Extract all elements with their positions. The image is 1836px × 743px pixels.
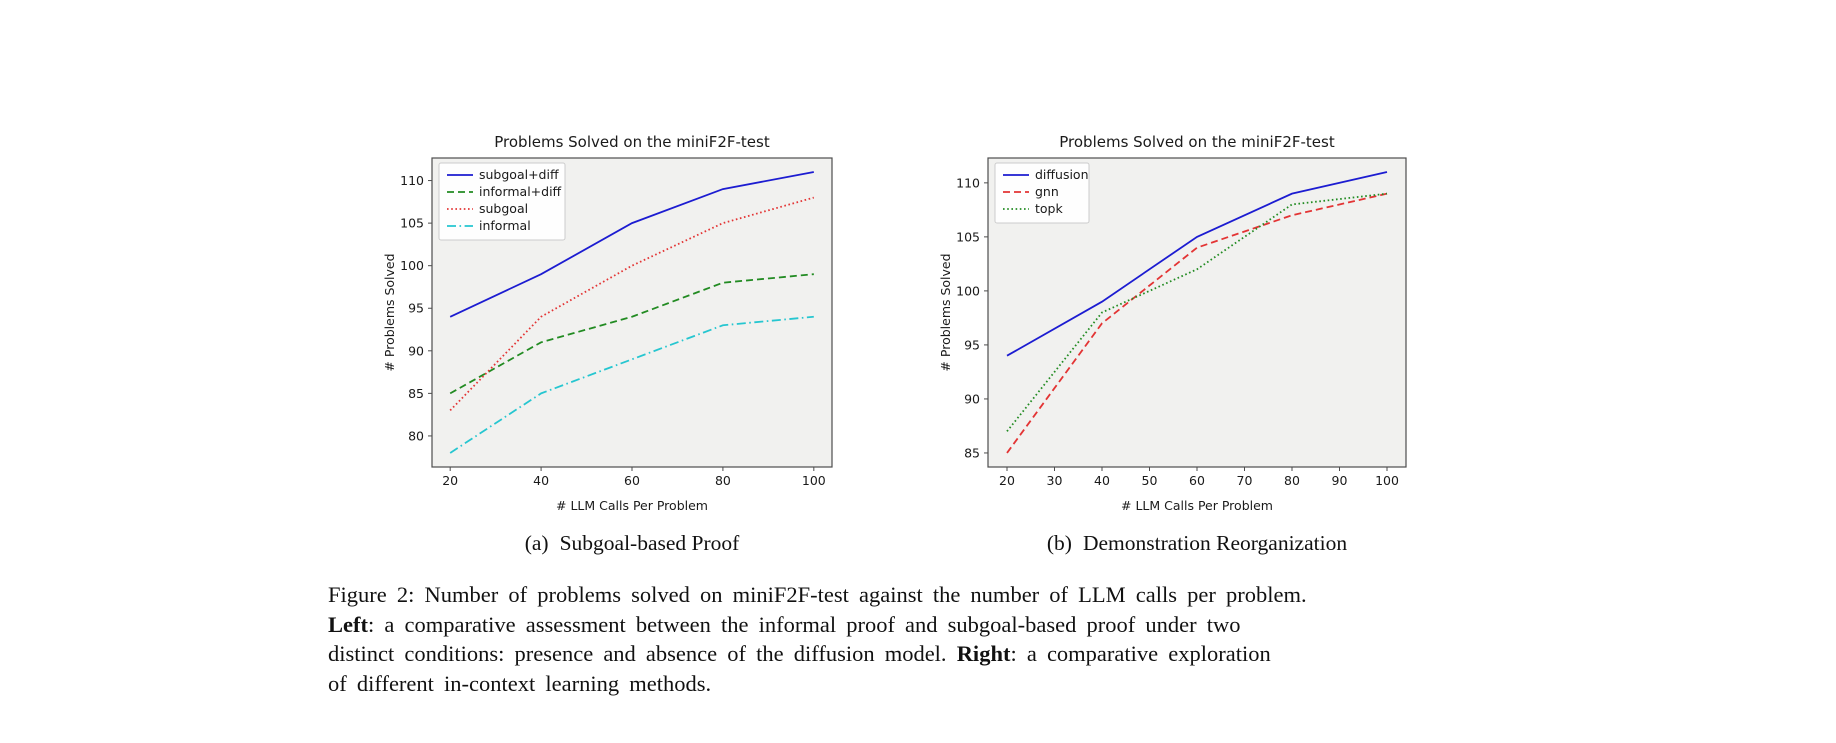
x-tick-label: 40 (1094, 473, 1110, 488)
y-axis-label: # Problems Solved (382, 253, 397, 371)
x-tick-label: 60 (624, 473, 640, 488)
y-tick-label: 100 (400, 258, 424, 273)
series-line-informal (449, 315, 814, 454)
x-tick-label: 80 (1284, 473, 1300, 488)
chart-b-canvas: 20 30 40 50 60 70 80 90 100 85 90 95 100 105 110 Proble… (938, 133, 1407, 513)
legend-label: subgoal (479, 201, 528, 216)
caption-line: Left: a comparative assessment between t… (328, 610, 1578, 640)
caption-segment: of different in-context learning methods… (328, 670, 712, 696)
chart-title: Problems Solved on the miniF2F-test (494, 133, 770, 151)
legend-label: topk (1035, 201, 1063, 216)
legend-label: diffusion (1035, 167, 1089, 182)
subcaption-a-label: (a) (524, 531, 549, 555)
caption-line: Figure 2: Number of problems solved on m… (328, 580, 1578, 610)
y-tick-label: 85 (408, 386, 424, 401)
legend-box (994, 162, 1090, 224)
subcaption-b: (b) Demonstration Reorganization (988, 531, 1406, 556)
legend-label: gnn (1035, 184, 1059, 199)
legend-label: subgoal+diff (479, 167, 559, 182)
caption-segment: : a comparative assessment between the i… (367, 611, 1241, 637)
figure-caption: Figure 2: Number of problems solved on m… (328, 580, 1578, 698)
x-tick-label: 80 (715, 473, 731, 488)
series-line-subgoal+diff (449, 171, 814, 318)
y-tick-label: 100 (956, 283, 980, 298)
caption-segment: : a comparative exploration (1010, 641, 1271, 667)
x-tick-label: 30 (1047, 473, 1063, 488)
y-tick-label: 90 (408, 343, 424, 358)
subcaption-b-label: (b) (1046, 531, 1072, 555)
series-line-subgoal (449, 196, 815, 412)
legend-label: informal (479, 218, 531, 233)
x-tick-label: 20 (999, 473, 1015, 488)
x-tick-label: 60 (1189, 473, 1205, 488)
x-axis-label: # LLM Calls Per Problem (556, 498, 708, 513)
caption-bold-segment: Right (956, 641, 1011, 667)
x-tick-label: 20 (442, 473, 458, 488)
x-tick-label: 90 (1332, 473, 1348, 488)
x-tick-label: 50 (1142, 473, 1158, 488)
subcaption-a-text: Subgoal-based Proof (559, 531, 740, 555)
series-line-informal+diff (449, 273, 814, 395)
caption-line: of different in-context learning methods… (328, 669, 1578, 699)
y-tick-label: 95 (964, 337, 980, 352)
y-tick-label: 85 (964, 445, 980, 460)
x-tick-label: 100 (802, 473, 826, 488)
y-tick-label: 95 (408, 301, 424, 316)
y-axis-label: # Problems Solved (938, 253, 953, 371)
caption-segment: distinct conditions: presence and absenc… (328, 641, 957, 667)
legend-box (438, 162, 566, 241)
x-axis-label: # LLM Calls Per Problem (1121, 498, 1273, 513)
y-tick-label: 110 (956, 175, 980, 190)
x-tick-label: 40 (533, 473, 549, 488)
legend-label: informal+diff (479, 184, 562, 199)
x-tick-label: 100 (1375, 473, 1399, 488)
caption-line: distinct conditions: presence and absenc… (328, 639, 1578, 669)
y-tick-label: 105 (956, 229, 980, 244)
caption-segment: Figure 2: Number of problems solved on m… (328, 582, 1307, 607)
subcaption-a: (a) Subgoal-based Proof (432, 531, 832, 556)
y-tick-label: 105 (400, 216, 424, 231)
chart-a-canvas: 20 40 60 80 100 80 85 90 95 100 105 110 Problems Sol… (382, 133, 833, 513)
series-line-topk (1006, 192, 1388, 432)
caption-bold-segment: Left (328, 611, 368, 637)
x-tick-label: 70 (1237, 473, 1253, 488)
y-tick-label: 110 (400, 173, 424, 188)
y-tick-label: 80 (408, 428, 424, 443)
series-line-diffusion (1006, 171, 1388, 357)
subcaption-b-text: Demonstration Reorganization (1082, 531, 1348, 555)
y-tick-label: 90 (964, 391, 980, 406)
chart-title: Problems Solved on the miniF2F-test (1059, 133, 1335, 151)
